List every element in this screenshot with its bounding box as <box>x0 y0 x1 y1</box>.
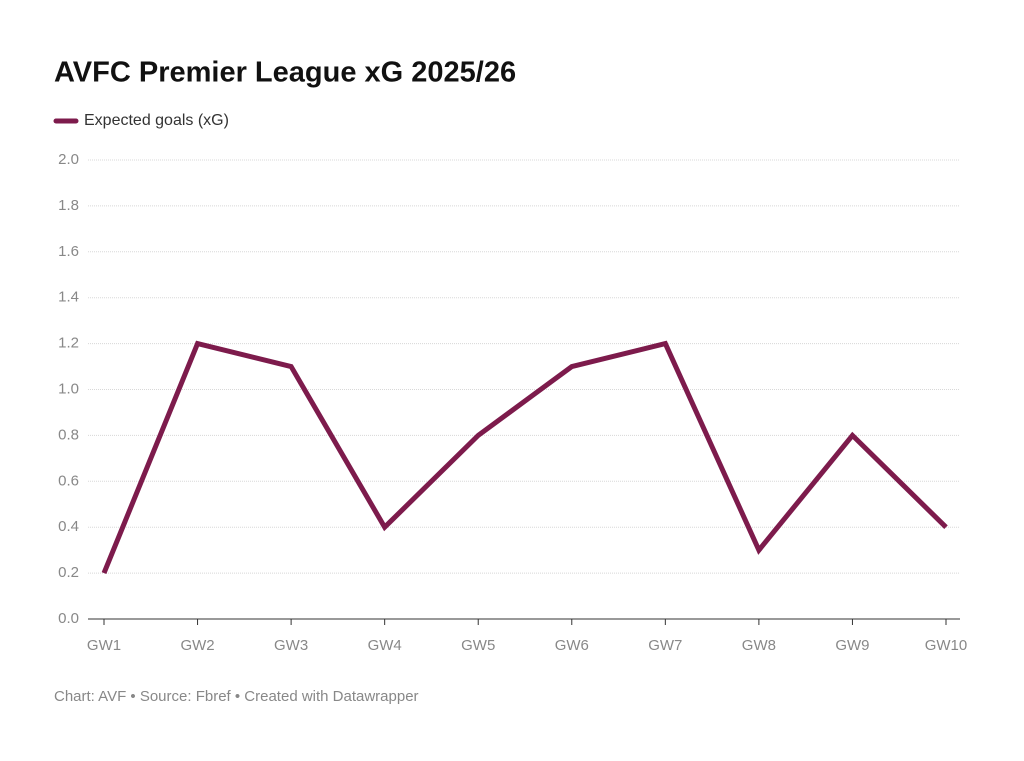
source-note: Chart: AVF • Source: Fbref • Created wit… <box>54 688 419 705</box>
line-series <box>101 340 948 575</box>
y-tick-label: 0.0 <box>58 610 79 627</box>
y-tick-label: 1.8 <box>58 197 79 214</box>
x-tick-label: GW7 <box>648 637 682 654</box>
y-tick-label: 1.6 <box>58 243 79 260</box>
chart-title: AVFC Premier League xG 2025/26 <box>54 57 516 89</box>
x-tick-label: GW3 <box>274 637 308 654</box>
y-tick-label: 2.0 <box>58 151 79 168</box>
x-tick-label: GW1 <box>87 637 121 654</box>
y-tick-label: 0.4 <box>58 518 79 535</box>
legend-label: Expected goals (xG) <box>84 112 229 129</box>
y-tick-label: 1.2 <box>58 335 79 352</box>
y-tick-label: 1.4 <box>58 289 79 306</box>
x-tick-label: GW10 <box>925 637 968 654</box>
x-tick-label: GW2 <box>180 637 214 654</box>
x-tick-label: GW6 <box>555 637 589 654</box>
x-tick-label: GW9 <box>835 637 869 654</box>
x-tick-label: GW4 <box>368 637 402 654</box>
y-tick-label: 1.0 <box>58 380 79 397</box>
y-tick-label: 0.8 <box>58 426 79 443</box>
x-tick-label: GW5 <box>461 637 495 654</box>
y-tick-label: 0.6 <box>58 472 79 489</box>
y-tick-label: 0.2 <box>58 564 79 581</box>
x-tick-label: GW8 <box>742 637 776 654</box>
